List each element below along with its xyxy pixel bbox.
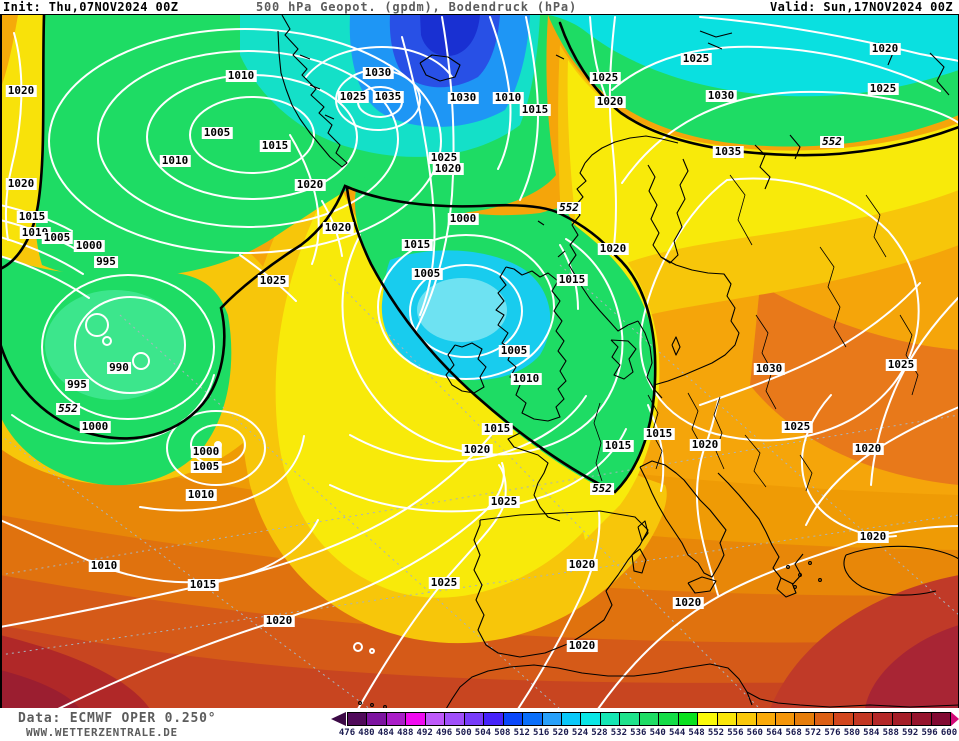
colorbar-tick: 524: [571, 728, 589, 738]
chart-title: 500 hPa Geopot. (gpdm), Bodendruck (hPa): [256, 0, 577, 14]
colorbar-tick: 516: [533, 728, 550, 738]
colorbar-swatch: [600, 713, 621, 725]
colorbar-tick: 552: [707, 728, 725, 738]
colorbar-tick: 512: [513, 728, 530, 738]
colorbar-swatch: [406, 713, 426, 725]
colorbar-swatch: [775, 713, 796, 725]
colorbar-swatch: [795, 713, 815, 725]
data-source-label: Data: ECMWF OPER 0.250°: [18, 711, 217, 726]
colorbar-swatch: [756, 713, 776, 725]
colorbar-swatch: [873, 713, 893, 725]
colorbar-tick: 596: [921, 728, 938, 738]
colorbar-swatch: [367, 713, 387, 725]
colorbar-tick: 480: [358, 728, 375, 738]
colorbar-tick: 476: [338, 728, 356, 738]
colorbar-tick: 536: [630, 728, 647, 738]
colorbar-swatch: [931, 713, 951, 725]
colorbar-swatch: [484, 713, 504, 725]
colorbar-tick: 500: [455, 728, 472, 738]
geopotential-fill-layer: [0, 15, 959, 709]
colorbar-swatch: [523, 713, 543, 725]
valid-time-label: Valid: Sun,17NOV2024 00Z: [770, 0, 953, 14]
colorbar-swatch: [464, 713, 485, 725]
colorbar-left-arrow: [331, 712, 346, 726]
colorbar-swatch: [834, 713, 854, 725]
colorbar-right-arrow: [951, 712, 959, 726]
colorbar-swatch: [853, 713, 874, 725]
colorbar-tick: 572: [804, 728, 822, 738]
colorbar-swatch: [737, 713, 757, 725]
colorbar-tick: 520: [552, 728, 569, 738]
map-left-border: [0, 14, 2, 708]
colorbar-swatch: [425, 713, 446, 725]
colorbar-swatch: [386, 713, 407, 725]
colorbar-swatch: [912, 713, 932, 725]
colorbar-swatch: [348, 713, 368, 725]
colorbar-swatch: [678, 713, 699, 725]
colorbar-tick: 600: [940, 728, 958, 738]
weather-map-canvas: [0, 15, 959, 709]
colorbar-tick: 564: [766, 728, 783, 738]
colorbar-swatch: [717, 713, 738, 725]
colorbar-tick: 588: [882, 728, 899, 738]
colorbar-tick: 484: [377, 728, 394, 738]
colorbar-swatch: [698, 713, 718, 725]
colorbar-swatch: [639, 713, 660, 725]
colorbar-swatch: [581, 713, 601, 725]
colorbar: [347, 712, 951, 726]
colorbar-swatch: [503, 713, 524, 725]
colorbar-tick: 528: [591, 728, 608, 738]
colorbar-swatch: [620, 713, 640, 725]
init-time-label: Init: Thu,07NOV2024 00Z: [3, 0, 179, 14]
colorbar-tick: 584: [863, 728, 880, 738]
footer-bar: Data: ECMWF OPER 0.250° WWW.WETTERZENTRA…: [0, 708, 959, 741]
colorbar-tick: 496: [435, 728, 453, 738]
colorbar-tick: 556: [727, 728, 744, 738]
colorbar-swatch: [892, 713, 913, 725]
colorbar-tick: 508: [494, 728, 511, 738]
border-layer: [593, 174, 919, 492]
colorbar-swatch: [542, 713, 562, 725]
colorbar-swatch: [561, 713, 582, 725]
colorbar-tick: 532: [610, 728, 627, 738]
colorbar-tick: 580: [843, 728, 861, 738]
map-area: 1020 1010 1005 1015 1010 1020 1020 1015 1010 1005…: [0, 14, 959, 711]
colorbar-tick: 568: [785, 728, 802, 738]
header-bar: Init: Thu,07NOV2024 00Z 500 hPa Geopot. …: [0, 0, 959, 14]
colorbar-tick: 548: [688, 728, 705, 738]
colorbar-tick: 592: [902, 728, 919, 738]
colorbar-swatch: [814, 713, 835, 725]
colorbar-tick: 560: [746, 728, 763, 738]
colorbar-tick-labels: 476 480 484 488 492 496 500 504 508 512 516 520 524 5…: [339, 728, 957, 739]
colorbar-swatch: [445, 713, 465, 725]
colorbar-tick: 492: [416, 728, 433, 738]
colorbar-tick: 576: [824, 728, 841, 738]
colorbar-swatch: [659, 713, 679, 725]
colorbar-tick: 540: [649, 728, 666, 738]
colorbar-tick: 544: [668, 728, 686, 738]
colorbar-tick: 504: [474, 728, 492, 738]
colorbar-tick: 488: [397, 728, 414, 738]
website-label: WWW.WETTERZENTRALE.DE: [26, 726, 178, 739]
